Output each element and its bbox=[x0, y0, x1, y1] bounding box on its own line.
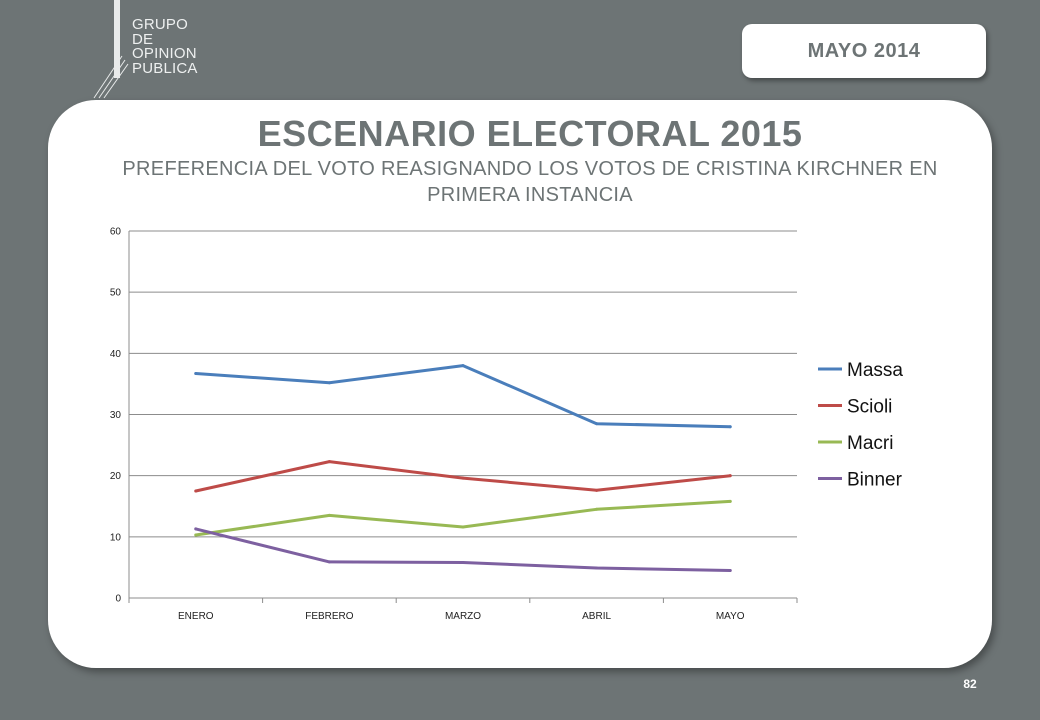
x-tick-label: MAYO bbox=[716, 611, 745, 622]
content-panel bbox=[48, 100, 992, 668]
logo-bar bbox=[114, 0, 120, 78]
data-point-scioli bbox=[595, 488, 599, 492]
legend-label: Macri bbox=[847, 433, 893, 454]
x-tick-label: ENERO bbox=[178, 611, 214, 622]
data-point-massa bbox=[728, 425, 732, 429]
y-tick-label: 30 bbox=[110, 410, 122, 421]
logo-line-4: PUBLICA bbox=[132, 59, 198, 77]
data-point-massa bbox=[595, 422, 599, 426]
data-point-macri bbox=[461, 525, 465, 529]
data-point-binner bbox=[728, 568, 732, 572]
y-tick-label: 40 bbox=[110, 349, 122, 360]
data-point-binner bbox=[327, 560, 331, 564]
data-point-binner bbox=[194, 527, 198, 531]
legend-label: Scioli bbox=[847, 397, 892, 418]
x-tick-label: MARZO bbox=[445, 611, 481, 622]
slide-subtitle: PREFERENCIA DEL VOTO REASIGNANDO LOS VOT… bbox=[122, 158, 938, 206]
series-line-binner bbox=[194, 527, 732, 572]
data-point-scioli bbox=[461, 476, 465, 480]
data-point-scioli bbox=[194, 489, 198, 493]
data-point-macri bbox=[327, 513, 331, 517]
legend-label: Binner bbox=[847, 470, 903, 491]
y-tick-label: 0 bbox=[115, 594, 121, 605]
data-point-massa bbox=[461, 364, 465, 368]
series-line-massa bbox=[194, 364, 732, 429]
logo-line-1: GRUPO bbox=[132, 16, 189, 33]
x-tick-label: FEBRERO bbox=[305, 611, 354, 622]
y-tick-label: 20 bbox=[110, 471, 122, 482]
logo-diagonal-lines bbox=[93, 55, 129, 99]
data-point-macri bbox=[728, 499, 732, 503]
date-badge: MAYO 2014 bbox=[742, 24, 986, 78]
logo: GRUPO DE OPINION PUBLICA bbox=[92, 0, 212, 100]
data-point-scioli bbox=[327, 460, 331, 464]
data-point-binner bbox=[595, 566, 599, 570]
y-tick-label: 60 bbox=[110, 227, 122, 238]
data-point-binner bbox=[461, 561, 465, 565]
data-point-massa bbox=[327, 381, 331, 385]
legend-label: Massa bbox=[847, 360, 903, 381]
logo-text: GRUPO DE OPINION PUBLICA bbox=[132, 16, 198, 77]
logo-line-3: OPINION bbox=[132, 45, 197, 62]
data-point-scioli bbox=[728, 474, 732, 478]
page-number: 82 bbox=[963, 677, 977, 691]
data-point-macri bbox=[595, 507, 599, 511]
slide-title: ESCENARIO ELECTORAL 2015 bbox=[257, 113, 803, 154]
data-point-macri bbox=[194, 533, 198, 537]
y-tick-label: 50 bbox=[110, 288, 122, 299]
data-point-massa bbox=[194, 372, 198, 376]
x-tick-label: ABRIL bbox=[582, 611, 611, 622]
y-tick-label: 10 bbox=[110, 532, 122, 543]
series-line-macri bbox=[194, 499, 732, 537]
series-line-scioli bbox=[194, 460, 732, 493]
logo-line-2: DE bbox=[132, 30, 154, 48]
